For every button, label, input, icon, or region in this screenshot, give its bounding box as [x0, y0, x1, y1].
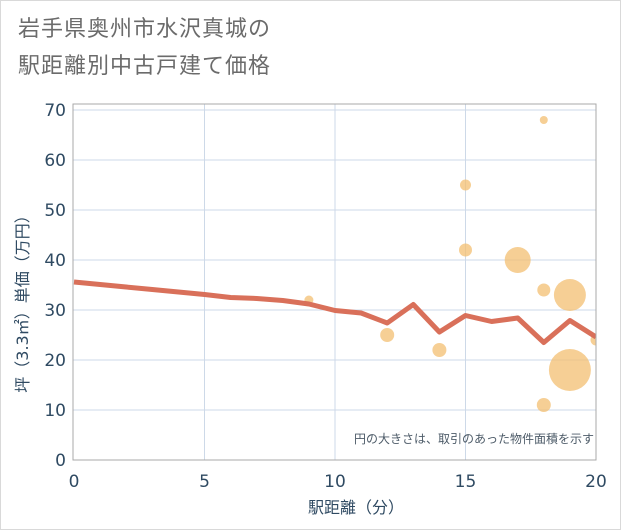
average-price-line	[73, 279, 596, 345]
y-tick-label: 20	[44, 351, 66, 371]
x-axis-ticks: 0 5 10 15 20	[69, 472, 607, 492]
bubble-point	[553, 279, 586, 311]
y-tick-label: 30	[44, 301, 66, 321]
x-axis-label: 駅距離（分）	[308, 498, 404, 517]
plot-area-border	[72, 103, 597, 461]
bubble-point	[537, 283, 551, 297]
bubble-point	[380, 328, 395, 342]
y-tick-label: 10	[44, 401, 66, 421]
y-tick-label: 0	[55, 451, 66, 471]
y-tick-label: 70	[44, 101, 66, 121]
chart-title-line2: 駅距離別中古戸建て価格	[18, 54, 272, 79]
y-tick-label: 50	[44, 201, 66, 221]
x-tick-label: 10	[324, 472, 346, 492]
x-tick-label: 15	[455, 472, 477, 492]
x-tick-label: 20	[585, 472, 607, 492]
bubble-point	[548, 349, 591, 391]
y-axis-ticks: 0 10 20 30 40 50 60 70	[44, 101, 66, 471]
y-tick-label: 60	[44, 151, 66, 171]
y-tick-label: 40	[44, 251, 66, 271]
y-axis-label: 坪（3.3㎡）単価（万円）	[13, 207, 32, 392]
bubble-point	[536, 398, 551, 412]
x-tick-label: 5	[199, 472, 210, 492]
bubble-point	[432, 343, 447, 357]
bubble-point	[459, 243, 472, 257]
bubble-size-note: 円の大きさは、取引のあった物件面積を示す	[354, 431, 594, 446]
bubble-series	[304, 116, 596, 412]
gridlines	[73, 104, 596, 460]
bubble-point	[504, 247, 531, 273]
chart-title-line1: 岩手県奥州市水沢真城の	[18, 17, 272, 42]
average-line-series	[73, 279, 596, 345]
bubble-point	[539, 116, 548, 124]
bubble-point	[460, 179, 471, 191]
x-tick-label: 0	[69, 472, 80, 492]
